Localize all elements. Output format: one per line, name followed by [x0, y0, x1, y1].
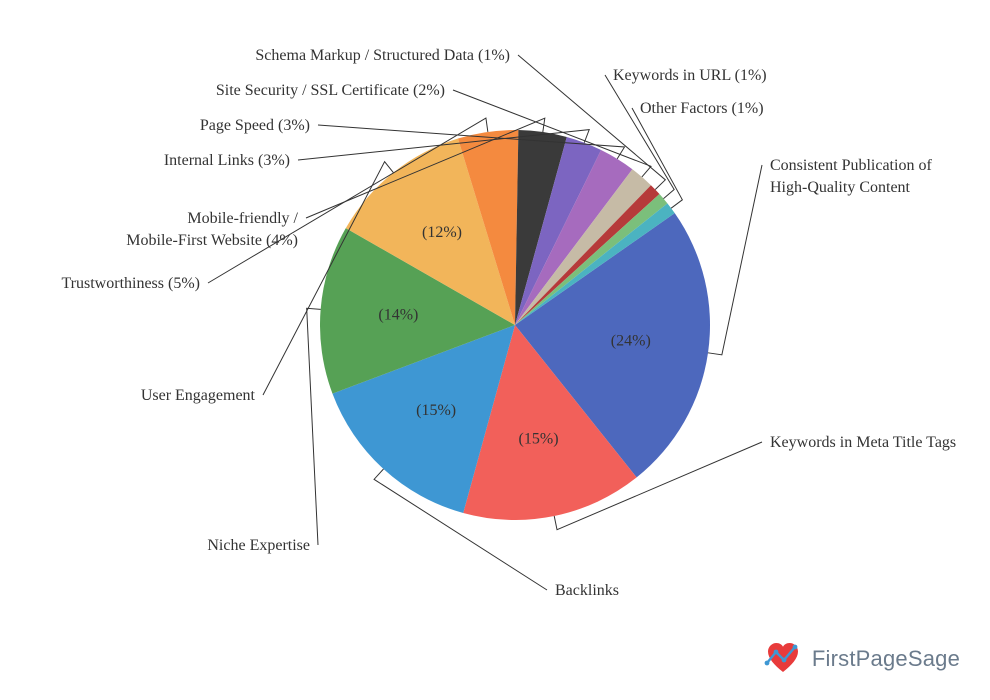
slice-label: Internal Links (3%)	[164, 150, 290, 172]
leader-line	[708, 165, 762, 355]
brand-logo: FirstPageSage	[762, 638, 960, 680]
pie-svg: (24%) (15%) (15%) (14%) (12%)	[320, 130, 710, 520]
slice-pct-label: (24%)	[611, 332, 651, 349]
slice-label: Backlinks	[555, 580, 619, 602]
slice-label: Other Factors (1%)	[640, 98, 764, 120]
slice-pct-label: (15%)	[416, 402, 456, 419]
slice-label: Schema Markup / Structured Data (1%)	[255, 45, 510, 67]
slice-label: Keywords in URL (1%)	[613, 65, 767, 87]
slice-pct-label: (14%)	[378, 306, 418, 323]
slice-label: Mobile-friendly /Mobile-First Website (4…	[126, 208, 298, 251]
slice-label: Site Security / SSL Certificate (2%)	[216, 80, 445, 102]
slice-label: Niche Expertise	[207, 535, 310, 557]
slice-pct-label: (15%)	[519, 430, 559, 447]
leader-line	[307, 308, 321, 545]
logo-mark-icon	[762, 638, 804, 680]
slice-label: Trustworthiness (5%)	[61, 273, 200, 295]
seo-factors-pie-chart: { "chart": { "type": "pie", "width": 990…	[0, 0, 990, 700]
slice-label: User Engagement	[141, 385, 255, 407]
slice-label: Keywords in Meta Title Tags	[770, 432, 956, 454]
logo-text: FirstPageSage	[812, 646, 960, 672]
slice-label: Consistent Publication ofHigh-Quality Co…	[770, 155, 932, 198]
slice-label: Page Speed (3%)	[200, 115, 310, 137]
slice-pct-label: (12%)	[422, 224, 462, 241]
